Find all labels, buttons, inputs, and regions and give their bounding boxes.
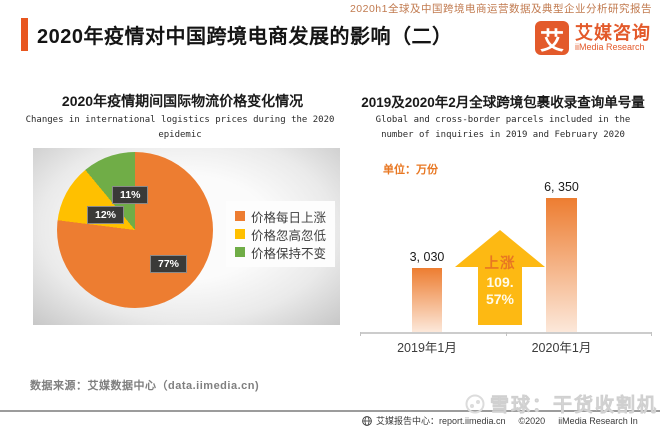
bar-value-2020: 6, 350 — [544, 180, 579, 194]
bar-value-2019: 3, 030 — [409, 250, 445, 264]
watermark-text: 雪球：干货收割机 — [489, 395, 658, 417]
legend-item: 价格保持不变 — [234, 243, 326, 261]
footer-divider — [0, 410, 660, 412]
axis-tick — [651, 332, 652, 336]
footer-copyright: ©2020 — [518, 415, 546, 426]
title-row: 2020年疫情对中国跨境电商发展的影响（二） — [21, 18, 453, 51]
axis-tick — [360, 332, 361, 336]
footer-report-center: 艾媒报告中心：report.iimedia.cn — [376, 416, 506, 426]
bar-2020 — [546, 198, 577, 332]
up-arrow-icon — [455, 230, 545, 325]
pie-data-label-11: 11% — [112, 186, 149, 204]
bar-chart-subtitle: Global and cross-border parcels included… — [375, 115, 631, 140]
unit-label: 单位：万份 — [383, 164, 438, 176]
iimedia-logo-icon: 艾 — [535, 21, 569, 55]
data-source: 数据来源：艾媒数据中心（data.iimedia.cn) — [30, 380, 260, 392]
legend-swatch-yellow — [234, 229, 245, 239]
snowball-icon — [465, 394, 485, 413]
legend-item: 价格每日上涨 — [234, 207, 326, 225]
pie-chart-subtitle: Changes in international logistics price… — [25, 115, 335, 140]
logo-brand-en: iiMedia Research — [575, 41, 645, 52]
bar-chart-title: 2019及2020年2月全球跨境包裹收录查询单号量 — [361, 95, 645, 110]
growth-annotation: 上涨 109. 57% — [484, 256, 516, 307]
footer-bar: 艾媒报告中心：report.iimedia.cn ©2020 iiMedia R… — [362, 414, 638, 427]
title-accent-bar — [21, 18, 28, 51]
x-axis-label-2020: 2020年1月 — [531, 341, 592, 355]
iimedia-logo: 艾 艾媒咨询 iiMedia Research — [535, 21, 651, 55]
pie-legend: 价格每日上涨 价格忽高忽低 价格保持不变 — [225, 201, 335, 267]
logo-brand-cn: 艾媒咨询 — [575, 22, 651, 43]
bar-2019 — [412, 268, 442, 332]
pie-chart-title: 2020年疫情期间国际物流价格变化情况 — [61, 93, 304, 109]
legend-swatch-green — [234, 247, 245, 257]
pie-data-label-77: 77% — [150, 255, 188, 273]
legend-item: 价格忽高忽低 — [234, 225, 326, 243]
watermark: 雪球：干货收割机 — [465, 390, 658, 417]
bar-plot-area: 3, 030 6, 350 2019年1月 2020年1月 上涨 109. 57… — [360, 175, 652, 355]
globe-icon — [362, 415, 372, 426]
report-note: 2020h1全球及中国跨境电商运营数据及典型企业分析研究报告 — [349, 3, 652, 15]
axis-tick — [506, 332, 507, 336]
page-title: 2020年疫情对中国跨境电商发展的影响（二） — [37, 26, 453, 48]
pie-data-label-12: 12% — [87, 206, 125, 224]
x-axis-label-2019: 2019年1月 — [397, 341, 457, 355]
pie — [57, 152, 213, 308]
footer-company: iiMedia Research In — [558, 415, 638, 426]
pie-plot-area: 77% 12% 11% 价格每日上涨 价格忽高忽低 价格保持不变 — [33, 148, 340, 325]
legend-swatch-orange — [234, 211, 245, 221]
growth-arrow: 上涨 109. 57% — [455, 230, 545, 325]
